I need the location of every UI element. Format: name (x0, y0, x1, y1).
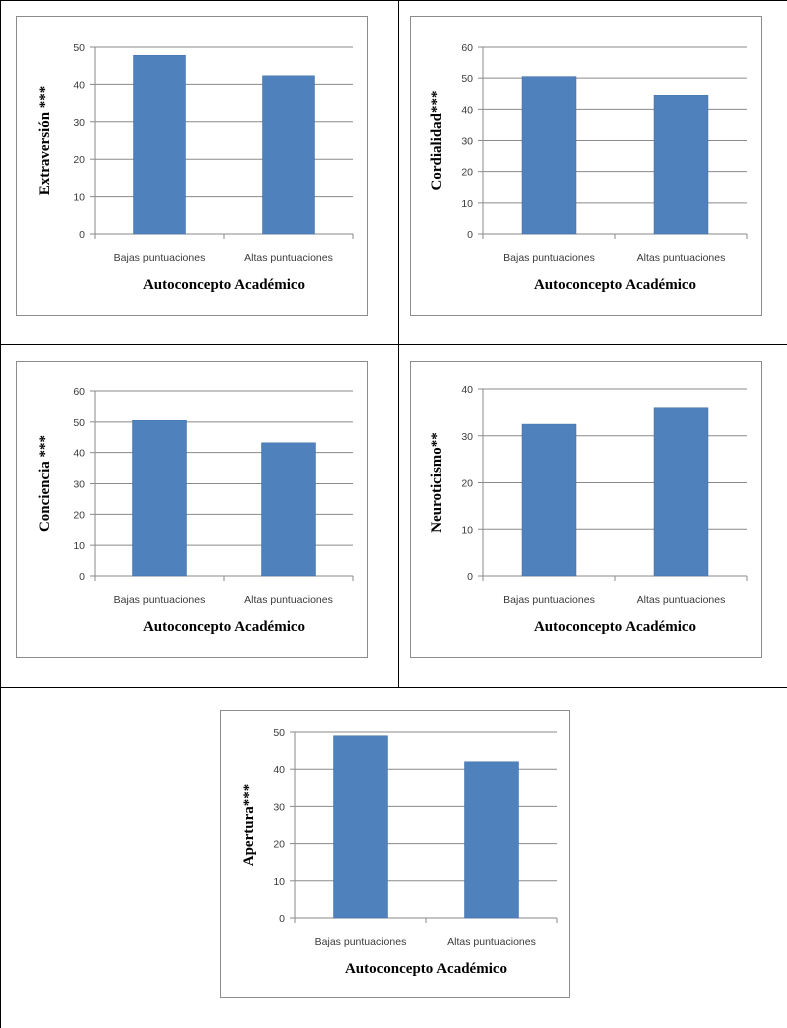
chart-panel-extraversion: 0 10 20 30 40 50 Bajas puntuaciones Altas puntu… (16, 16, 368, 316)
y-axis-title: Extraversión *** (37, 86, 53, 196)
chart-panel-conciencia: 0 10 20 30 40 50 60 Bajas puntuaciones Altas pun… (16, 361, 368, 658)
x-category-label: Bajas puntuaciones (114, 252, 206, 264)
y-tick-label: 40 (73, 79, 85, 91)
chart-panel-neuroticismo: 0 10 20 30 40 Bajas puntuaciones Altas puntuac… (410, 361, 762, 658)
y-tick-label: 40 (273, 764, 285, 776)
bar-bajas-puntuaciones (133, 54, 186, 235)
y-tick-label: 30 (461, 136, 473, 148)
y-tick-label: 50 (73, 417, 85, 429)
y-tick-label: 20 (461, 478, 473, 490)
y-axis-title: Neuroticismo** (429, 432, 445, 533)
x-category-label: Bajas puntuaciones (315, 936, 407, 948)
y-tick-label: 10 (461, 198, 473, 210)
table-divider-row-2 (0, 687, 787, 688)
y-axis-title: Apertura*** (241, 784, 257, 867)
x-category-label: Altas puntuaciones (637, 594, 726, 606)
y-tick-label: 0 (79, 571, 85, 583)
y-tick-label: 40 (461, 384, 473, 396)
bar-bajas-puntuaciones (521, 423, 577, 577)
chart-apertura: 0 10 20 30 40 50 Bajas puntuaciones Altas puntu… (241, 727, 558, 977)
y-tick-label: 20 (73, 154, 85, 166)
y-tick-label: 0 (467, 571, 473, 583)
x-category-label: Bajas puntuaciones (503, 594, 595, 606)
x-category-label: Altas puntuaciones (447, 936, 536, 948)
x-axis-title: Autoconcepto Académico (534, 277, 696, 293)
chart-panel-cordialidad: 0 10 20 30 40 50 60 Bajas puntuaciones Altas pun… (410, 16, 762, 316)
y-tick-label: 40 (461, 104, 473, 116)
y-tick-label: 30 (73, 117, 85, 129)
x-category-label: Altas puntuaciones (637, 252, 726, 264)
y-tick-label: 60 (461, 42, 473, 54)
y-tick-label: 10 (273, 876, 285, 888)
bar-altas-puntuaciones (653, 407, 709, 577)
y-tick-label: 30 (461, 431, 473, 443)
y-tick-label: 0 (79, 229, 85, 241)
x-axis-title: Autoconcepto Académico (143, 619, 305, 635)
y-tick-label: 20 (73, 509, 85, 521)
bar-altas-puntuaciones (261, 442, 316, 577)
y-tick-label: 20 (273, 839, 285, 851)
y-tick-label: 30 (73, 479, 85, 491)
y-tick-label: 10 (461, 524, 473, 536)
y-axis-title: Cordialidad*** (429, 90, 445, 190)
x-axis-title: Autoconcepto Académico (345, 961, 507, 977)
y-tick-label: 50 (73, 42, 85, 54)
y-tick-label: 0 (279, 913, 285, 925)
bar-bajas-puntuaciones (333, 735, 388, 919)
chart-neuroticismo: 0 10 20 30 40 Bajas puntuaciones Altas puntuac… (429, 384, 748, 635)
chart-extraversion: 0 10 20 30 40 50 Bajas puntuaciones Altas puntu… (37, 42, 354, 293)
bar-bajas-puntuaciones (132, 420, 187, 577)
x-axis-title: Autoconcepto Académico (143, 277, 305, 293)
y-tick-label: 30 (273, 801, 285, 813)
y-tick-label: 10 (73, 540, 85, 552)
x-category-label: Bajas puntuaciones (114, 594, 206, 606)
bar-bajas-puntuaciones (521, 76, 577, 235)
y-tick-label: 50 (461, 73, 473, 85)
x-category-label: Altas puntuaciones (244, 252, 333, 264)
y-tick-label: 40 (73, 448, 85, 460)
chart-conciencia: 0 10 20 30 40 50 60 Bajas puntuaciones Altas pun… (37, 386, 354, 635)
y-tick-label: 0 (467, 229, 473, 241)
y-tick-label: 10 (73, 192, 85, 204)
bar-altas-puntuaciones (262, 75, 315, 235)
table-border-left (0, 0, 1, 1028)
table-border-top (0, 0, 787, 1)
y-tick-label: 20 (461, 167, 473, 179)
bar-altas-puntuaciones (653, 95, 709, 235)
x-axis-title: Autoconcepto Académico (534, 619, 696, 635)
y-tick-label: 50 (273, 727, 285, 739)
x-category-label: Bajas puntuaciones (503, 252, 595, 264)
bar-altas-puntuaciones (464, 761, 519, 919)
x-category-label: Altas puntuaciones (244, 594, 333, 606)
table-divider-row-1 (0, 344, 787, 345)
y-axis-title: Conciencia *** (37, 435, 53, 532)
y-tick-label: 60 (73, 386, 85, 398)
chart-cordialidad: 0 10 20 30 40 50 60 Bajas puntuaciones Altas pun… (429, 42, 748, 293)
chart-panel-apertura: 0 10 20 30 40 50 Bajas puntuaciones Altas puntu… (220, 710, 570, 998)
